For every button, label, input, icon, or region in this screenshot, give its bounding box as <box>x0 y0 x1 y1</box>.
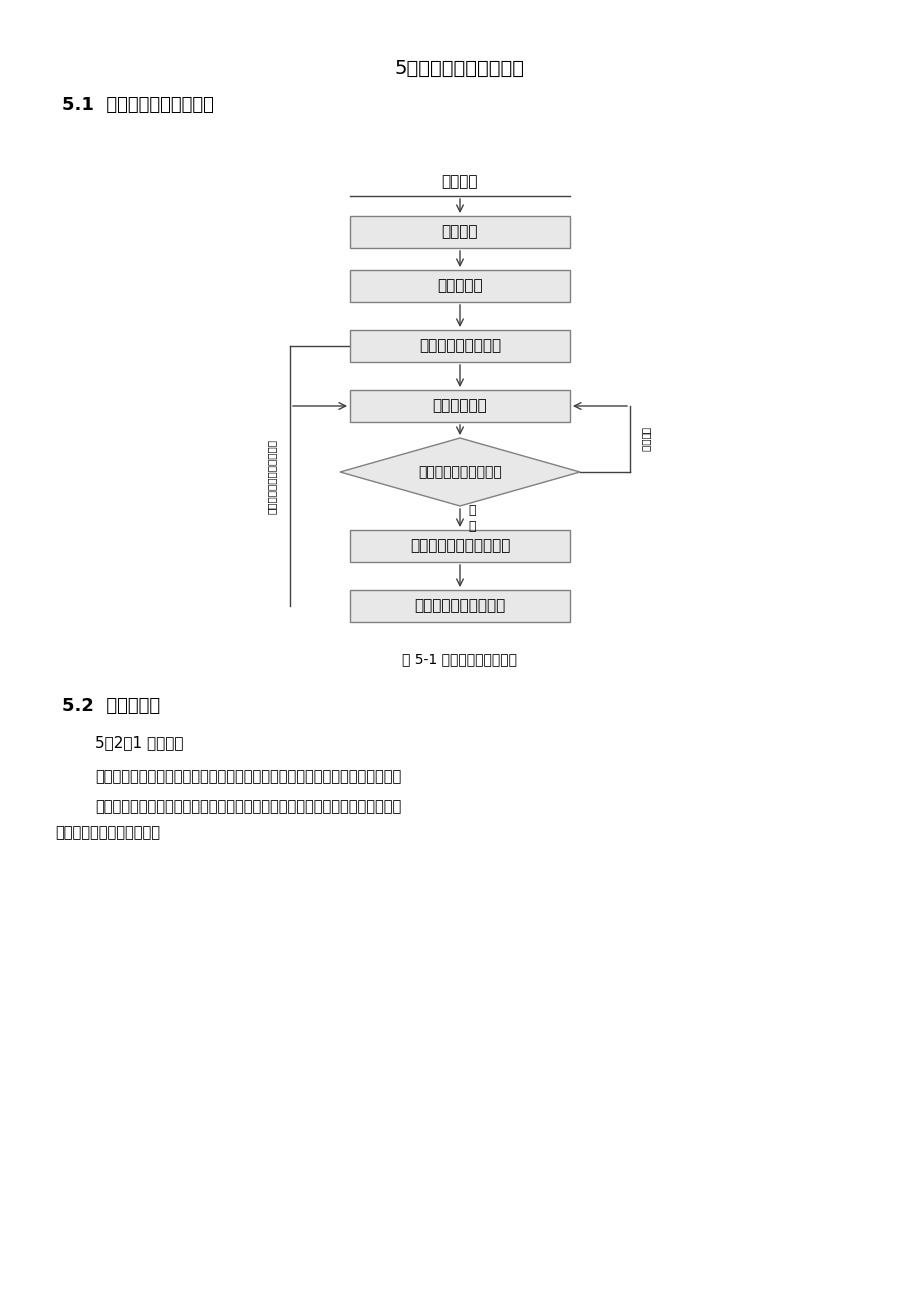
Text: 工程质量安全监督检查机构: 工程质量安全监督检查机构 <box>267 438 277 514</box>
Text: 围堰类型为土石围堰，截流方式使用单俄立堵截流，围堰按照设计要求分层进行: 围堰类型为土石围堰，截流方式使用单俄立堵截流，围堰按照设计要求分层进行 <box>95 799 401 814</box>
Bar <box>349 589 570 622</box>
Text: 图 5-1 库区清淤施工流程图: 图 5-1 库区清淤施工流程图 <box>403 652 517 666</box>
Bar <box>349 390 570 422</box>
Text: 集水井、导流槽开挖: 集水井、导流槽开挖 <box>418 338 501 354</box>
Bar <box>349 271 570 302</box>
Text: 按照设计文件和控制点坐标，使用全站仪将淤泥开挖面的轮廓线使用红旗标出。: 按照设计文件和控制点坐标，使用全站仪将淤泥开挖面的轮廓线使用红旗标出。 <box>95 769 401 785</box>
Text: 5．2．1 施工测量: 5．2．1 施工测量 <box>95 735 183 749</box>
Text: 填筑并使用压实机械压实。: 填筑并使用压实机械压实。 <box>55 825 160 840</box>
Text: 反复执行: 反复执行 <box>641 427 651 451</box>
Text: 符
合: 符 合 <box>468 503 475 532</box>
Bar <box>349 330 570 362</box>
Bar <box>349 216 570 248</box>
Text: 淤泥运输至弃渣场堆放: 淤泥运输至弃渣场堆放 <box>414 598 505 614</box>
Text: 施工道路修筑，淤泥开挖: 施工道路修筑，淤泥开挖 <box>409 539 510 553</box>
Text: 5.1  库区清淤施工工艺流程: 5.1 库区清淤施工工艺流程 <box>62 96 213 114</box>
Text: 围堰填筑: 围堰填筑 <box>441 225 478 239</box>
Bar <box>349 530 570 562</box>
Polygon shape <box>340 438 579 506</box>
Text: 施工测量: 施工测量 <box>441 174 478 190</box>
Text: 5、工艺流程及操作要点: 5、工艺流程及操作要点 <box>394 59 525 78</box>
Text: 集水井抽排水: 集水井抽排水 <box>432 398 487 414</box>
Text: 5.2  、操作要点: 5.2 、操作要点 <box>62 697 160 716</box>
Text: 库区抽排水: 库区抽排水 <box>437 278 482 294</box>
Text: 淤泥开挖面含水量测定: 淤泥开挖面含水量测定 <box>417 464 502 479</box>
